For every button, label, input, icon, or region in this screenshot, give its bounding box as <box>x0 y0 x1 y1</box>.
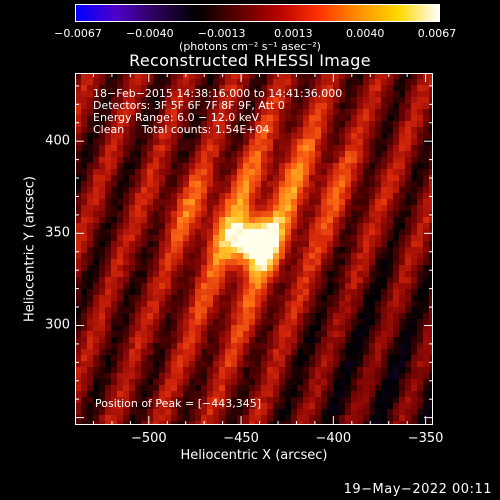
x-tick-label: −450 <box>223 431 259 446</box>
colorbar-tick-label: 0.0067 <box>417 27 457 40</box>
peak-position: Position of Peak = [−443,345] <box>95 397 262 410</box>
render-timestamp: 19−May−2022 00:11 <box>343 482 492 497</box>
image-pixels <box>75 73 433 425</box>
colorbar <box>75 4 440 22</box>
y-tick-label: 300 <box>45 317 70 333</box>
colorbar-tick-label: 0.0013 <box>274 27 313 40</box>
colorbar-tick-label: −0.0013 <box>197 27 246 40</box>
y-tick-label: 400 <box>45 133 70 149</box>
tick-marks <box>75 73 433 425</box>
observation-time: 18−Feb−2015 14:38:16.000 to 14:41:36.000 <box>93 87 343 100</box>
x-tick-label: −400 <box>315 431 352 446</box>
chart-title: Reconstructed RHESSI Image <box>129 51 371 70</box>
plot-frame <box>75 73 433 425</box>
detectors-info: Detectors: 3F 5F 6F 7F 8F 9F, Att 0 <box>93 99 285 112</box>
colorbar-tick-label: 0.0040 <box>345 27 385 40</box>
colorbar-units: (photons cm⁻² s⁻¹ asec⁻²) <box>179 40 321 53</box>
clean-counts: Clean Total counts: 1.54E+04 <box>93 123 270 136</box>
colorbar-tick-label: −0.0040 <box>125 27 174 40</box>
x-tick-label: −350 <box>407 431 444 446</box>
x-axis-label: Heliocentric X (arcsec) <box>180 448 328 463</box>
x-tick-label: −500 <box>130 431 167 446</box>
image-plot <box>75 73 433 425</box>
colorbar-tick-label: −0.0067 <box>54 27 102 40</box>
y-tick-label: 350 <box>45 225 70 241</box>
energy-range: Energy Range: 6.0 − 12.0 keV <box>93 111 260 124</box>
y-axis-label: Heliocentric Y (arcsec) <box>22 176 38 322</box>
